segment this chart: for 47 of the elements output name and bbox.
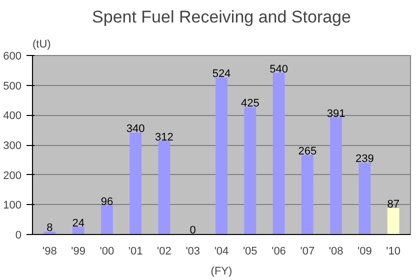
bar <box>216 78 228 234</box>
bar <box>244 107 256 234</box>
bar <box>330 117 342 234</box>
y-tick-label: 0 <box>15 230 22 242</box>
x-tick-label: '01 <box>128 246 143 258</box>
y-tick-label: 100 <box>3 200 22 212</box>
y-tick-label: 500 <box>3 80 22 92</box>
data-label: 391 <box>326 108 346 120</box>
bar <box>272 72 285 234</box>
data-label: 24 <box>72 217 84 230</box>
bar <box>387 208 400 234</box>
data-label: 87 <box>387 198 400 211</box>
data-label: 0 <box>190 224 196 236</box>
x-tick-label: '00 <box>100 246 114 258</box>
x-axis-title: (FY) <box>210 266 232 278</box>
data-label: 524 <box>212 68 231 80</box>
chart-title: Spent Fuel Receiving and Storage <box>92 8 351 26</box>
data-label: 96 <box>100 196 114 208</box>
data-label: 540 <box>270 63 288 76</box>
y-tick-label: 200 <box>3 170 22 182</box>
data-label: 8 <box>46 222 53 234</box>
x-tick-label: '10 <box>386 246 400 258</box>
x-tick-label: '98 <box>42 246 57 258</box>
y-tick-label: 600 <box>3 50 22 62</box>
bar <box>72 226 84 234</box>
bar <box>158 140 170 234</box>
data-label: 340 <box>126 123 145 136</box>
bar <box>130 132 142 234</box>
y-tick-label: 300 <box>3 140 22 152</box>
data-label: 239 <box>356 153 374 166</box>
data-label: 265 <box>298 145 317 158</box>
bar <box>358 162 371 234</box>
x-tick-label: '06 <box>272 246 286 258</box>
x-tick-label: '05 <box>242 246 258 258</box>
x-tick-label: '04 <box>214 246 229 258</box>
x-tick-label: '09 <box>358 246 372 258</box>
x-tick-label: '02 <box>157 246 172 258</box>
x-tick-label: '08 <box>328 246 344 258</box>
data-label: 425 <box>240 98 260 110</box>
x-tick-label: '07 <box>300 246 315 258</box>
bar <box>301 154 314 234</box>
y-axis-title: (tU) <box>32 38 51 50</box>
bar <box>101 205 113 234</box>
data-label: 312 <box>155 131 174 144</box>
y-tick-label: 400 <box>3 110 22 122</box>
x-tick-label: '99 <box>71 246 86 258</box>
x-tick-label: '03 <box>186 246 200 258</box>
